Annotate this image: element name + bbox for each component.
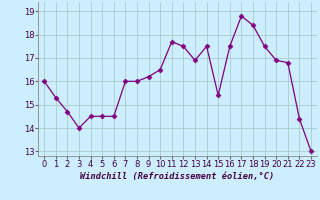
- X-axis label: Windchill (Refroidissement éolien,°C): Windchill (Refroidissement éolien,°C): [80, 172, 275, 181]
